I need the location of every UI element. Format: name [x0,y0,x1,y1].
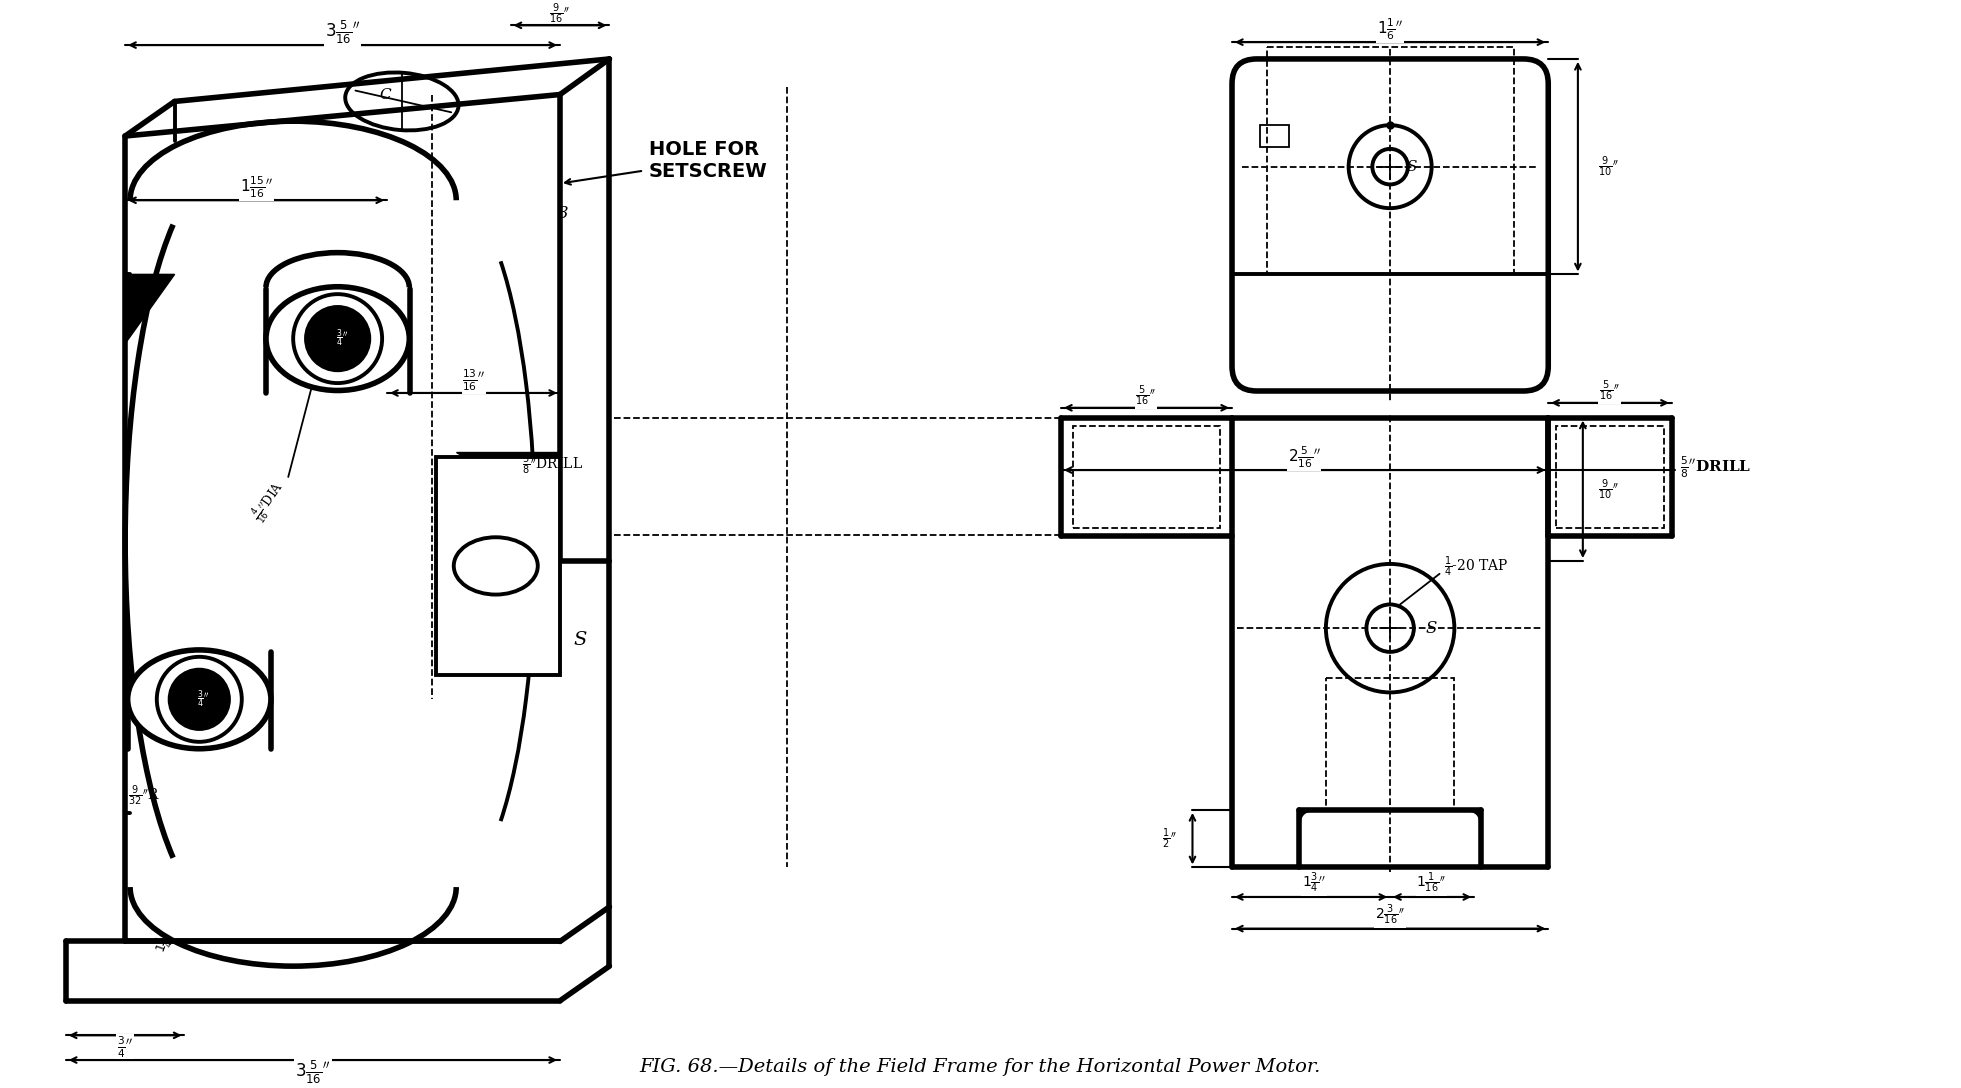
Text: $3\frac{5}{16}^{\prime\prime}$: $3\frac{5}{16}^{\prime\prime}$ [326,18,361,46]
Text: $\frac{3}{4}^{\prime\prime}$: $\frac{3}{4}^{\prime\prime}$ [118,1035,133,1060]
Bar [1259,125,1288,147]
Text: $\frac{4}{16}^{\prime\prime}$DIA: $\frac{4}{16}^{\prime\prime}$DIA [247,478,290,526]
Text: $1\frac{1}{6}^{\prime\prime}$: $1\frac{1}{6}^{\prime\prime}$ [1377,16,1404,42]
Text: FIG. 68.—Details of the Field Frame for the Horizontal Power Motor.: FIG. 68.—Details of the Field Frame for … [639,1058,1320,1076]
Text: $\frac{9}{10}^{\prime\prime}$: $\frac{9}{10}^{\prime\prime}$ [1598,478,1620,502]
Ellipse shape [127,650,271,749]
Text: $\frac{3}{4}^{\prime\prime}$: $\frac{3}{4}^{\prime\prime}$ [196,689,210,710]
Text: $\frac{5}{8}^{\prime\prime}$DRILL: $\frac{5}{8}^{\prime\prime}$DRILL [1681,455,1751,480]
Text: $\frac{1}{4}$-20 TAP: $\frac{1}{4}$-20 TAP [1445,555,1510,579]
Text: S: S [1406,160,1418,174]
Text: $1\frac{3}{4}^{\prime\prime}$: $1\frac{3}{4}^{\prime\prime}$ [1302,871,1326,895]
Text: $\frac{9}{32}^{\prime\prime}$R: $\frac{9}{32}^{\prime\prime}$R [127,784,161,808]
Polygon shape [457,453,561,511]
Text: $\frac{1}{2}^{\prime\prime}$: $\frac{1}{2}^{\prime\prime}$ [1163,827,1179,851]
Bar [1267,47,1514,274]
Bar [1073,425,1220,529]
Text: HOLE FOR
SETSCREW: HOLE FOR SETSCREW [649,140,767,182]
Bar [1326,678,1455,809]
Text: $1\frac{3}{4}^{\prime\prime}$: $1\frac{3}{4}^{\prime\prime}$ [151,928,178,956]
Text: 3: 3 [557,205,569,222]
Text: $1\frac{15}{16}^{\prime\prime}$: $1\frac{15}{16}^{\prime\prime}$ [239,175,273,200]
Circle shape [171,670,229,729]
Text: $\frac{5}{16}^{\prime\prime}$: $\frac{5}{16}^{\prime\prime}$ [1135,384,1157,408]
Text: S: S [1426,620,1437,636]
Text: C: C [378,87,390,101]
Text: $1\frac{1}{16}^{\prime\prime}$: $1\frac{1}{16}^{\prime\prime}$ [1416,871,1447,895]
Text: $\frac{9}{16}^{\prime\prime}$: $\frac{9}{16}^{\prime\prime}$ [549,1,571,26]
Text: $\frac{13}{16}^{\prime\prime}$: $\frac{13}{16}^{\prime\prime}$ [463,368,486,393]
Text: $3\frac{5}{16}^{\prime\prime}$: $3\frac{5}{16}^{\prime\prime}$ [294,1059,331,1086]
Text: $\frac{5}{8}^{\prime\prime}$DRILL: $\frac{5}{8}^{\prime\prime}$DRILL [522,453,582,477]
Text: S: S [573,631,586,650]
Bar [1557,425,1663,529]
Ellipse shape [267,287,410,391]
Polygon shape [126,274,175,344]
Polygon shape [437,457,561,675]
Text: $2\frac{3}{16}^{\prime\prime}$: $2\frac{3}{16}^{\prime\prime}$ [1375,903,1406,927]
Text: $\frac{3}{4}^{\prime\prime}$: $\frac{3}{4}^{\prime\prime}$ [335,327,349,349]
Text: $\frac{5}{16}^{\prime\prime}$: $\frac{5}{16}^{\prime\prime}$ [1598,379,1620,404]
Text: $2\frac{5}{16}^{\prime\prime}$: $2\frac{5}{16}^{\prime\prime}$ [1288,444,1320,470]
Text: $\frac{9}{10}^{\prime\prime}$: $\frac{9}{10}^{\prime\prime}$ [1598,154,1620,178]
Circle shape [306,307,369,370]
